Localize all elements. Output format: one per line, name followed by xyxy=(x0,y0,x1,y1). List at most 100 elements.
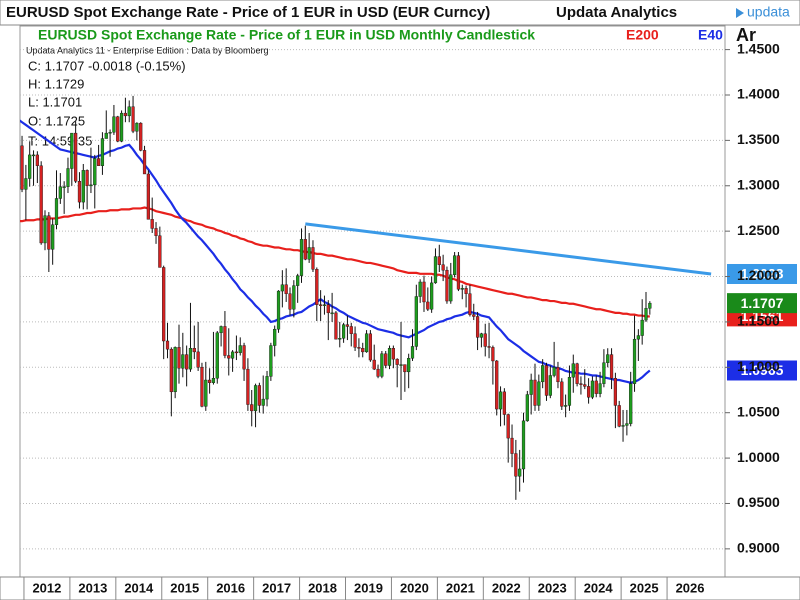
indicator-line xyxy=(20,206,650,318)
candle-body xyxy=(292,285,296,310)
candle-body xyxy=(636,335,640,340)
x-tick-label: 2025 xyxy=(630,580,659,595)
y-tick-label: 1.0000 xyxy=(737,449,780,465)
trendline-tag-box xyxy=(727,263,797,284)
candle-body xyxy=(560,381,564,407)
plot-frame xyxy=(19,25,726,578)
candle-body xyxy=(154,228,158,236)
candle-body xyxy=(590,380,595,398)
y-tick-label: 1.1500 xyxy=(737,313,780,329)
candle-body xyxy=(104,132,108,139)
candle-body xyxy=(430,282,434,310)
indicator-line xyxy=(20,119,651,384)
y-tick-label: 1.4000 xyxy=(737,86,780,102)
x-tick-label: 2024 xyxy=(584,580,614,595)
candle-body xyxy=(418,281,422,297)
candle-body xyxy=(39,165,43,244)
x-tick-label: 2026 xyxy=(676,580,705,595)
candle-body xyxy=(322,304,327,306)
candle-body xyxy=(521,420,526,470)
candle-body xyxy=(273,328,277,346)
candle-body xyxy=(62,186,66,188)
candle-body xyxy=(173,347,177,393)
candle-body xyxy=(567,377,572,406)
candle-body xyxy=(479,333,484,338)
candle-body xyxy=(564,405,568,407)
candle-body xyxy=(192,348,196,353)
candle-body xyxy=(31,154,36,157)
candle-body xyxy=(357,347,361,349)
e40-tag-box xyxy=(727,360,797,381)
y-tick-label: 1.2000 xyxy=(737,267,780,283)
candle-body xyxy=(648,302,652,309)
candle-body xyxy=(380,353,384,377)
candle-body xyxy=(43,215,47,244)
candle-body xyxy=(35,154,39,166)
candle-body xyxy=(514,453,518,477)
candle-body xyxy=(338,338,342,340)
candle-body xyxy=(269,345,273,377)
candle-body xyxy=(433,256,438,284)
candle-body xyxy=(58,186,62,199)
candle-body xyxy=(456,255,461,290)
x-tick-label: 2016 xyxy=(216,580,245,595)
candle-body xyxy=(586,386,591,398)
y-tick-label: 0.9000 xyxy=(737,540,780,556)
candle-body xyxy=(158,235,162,268)
info-time: T: 14:59:35 xyxy=(28,133,92,148)
candle-body xyxy=(146,173,150,220)
candle-body xyxy=(123,112,127,117)
candle-body xyxy=(112,116,116,133)
candle-body xyxy=(617,405,621,427)
candle-body xyxy=(227,355,231,359)
last-close-tag-box xyxy=(727,293,797,314)
candle-body xyxy=(208,379,212,383)
candle-body xyxy=(475,316,480,338)
candle-body xyxy=(288,293,292,310)
publisher: Updata Analytics xyxy=(556,4,677,21)
candle-body xyxy=(537,381,541,406)
candle-body xyxy=(276,290,281,330)
candle-body xyxy=(211,378,216,383)
candle-body xyxy=(135,122,139,132)
candle-body xyxy=(510,437,514,454)
axis-corner-label: Ar xyxy=(736,25,756,45)
candle-body xyxy=(621,425,625,427)
candle-body xyxy=(464,288,468,294)
candle-body xyxy=(284,284,288,294)
candle-body xyxy=(506,414,510,439)
candle-body xyxy=(571,363,575,378)
candle-body xyxy=(116,116,120,142)
candle-body xyxy=(315,269,319,305)
x-axis-bar xyxy=(0,576,800,600)
candle-body xyxy=(410,346,415,359)
candle-body xyxy=(74,132,78,182)
legend-entry: E40 xyxy=(698,27,723,43)
x-tick-label: 2019 xyxy=(354,580,383,595)
candle-body xyxy=(77,181,82,203)
trendline-tag: 1.2028 xyxy=(741,266,784,282)
candle-body xyxy=(219,326,223,334)
candle-body xyxy=(85,170,89,186)
candle-body xyxy=(644,308,648,321)
candle-body xyxy=(299,239,304,276)
candle-body xyxy=(119,112,124,142)
x-tick-label: 2012 xyxy=(32,580,61,595)
x-tick-label: 2015 xyxy=(170,580,199,595)
chart-title: EURUSD Spot Exchange Rate - Price of 1 E… xyxy=(6,4,490,21)
candle-body xyxy=(602,362,606,384)
x-tick-label: 2017 xyxy=(262,580,291,595)
plot-area xyxy=(20,49,725,550)
candle-body xyxy=(200,367,204,407)
candle-body xyxy=(594,380,598,394)
candle-body xyxy=(280,284,284,292)
candle-body xyxy=(238,345,242,353)
x-tick-label: 2023 xyxy=(538,580,567,595)
candle-body xyxy=(491,347,495,362)
candle-body xyxy=(579,383,583,385)
candle-body xyxy=(303,239,307,260)
x-tick-label: 2014 xyxy=(124,580,154,595)
